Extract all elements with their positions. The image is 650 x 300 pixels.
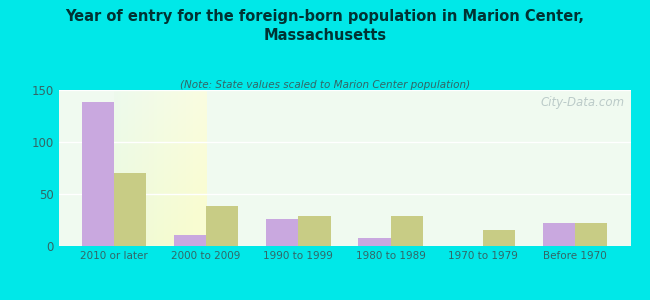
Bar xyxy=(483,230,515,246)
Legend: Marion Center, Massachusetts: Marion Center, Massachusetts xyxy=(211,296,478,300)
Bar xyxy=(266,219,298,246)
Bar xyxy=(206,206,239,246)
Bar xyxy=(543,223,575,246)
Bar xyxy=(114,173,146,246)
Bar xyxy=(81,103,114,246)
Text: (Note: State values scaled to Marion Center population): (Note: State values scaled to Marion Cen… xyxy=(180,80,470,89)
Text: Year of entry for the foreign-born population in Marion Center,
Massachusetts: Year of entry for the foreign-born popul… xyxy=(66,9,584,43)
Bar xyxy=(358,238,391,246)
Bar xyxy=(575,223,608,246)
Bar xyxy=(298,216,331,246)
Text: City-Data.com: City-Data.com xyxy=(541,96,625,109)
Bar xyxy=(391,216,423,246)
Bar xyxy=(174,235,206,246)
